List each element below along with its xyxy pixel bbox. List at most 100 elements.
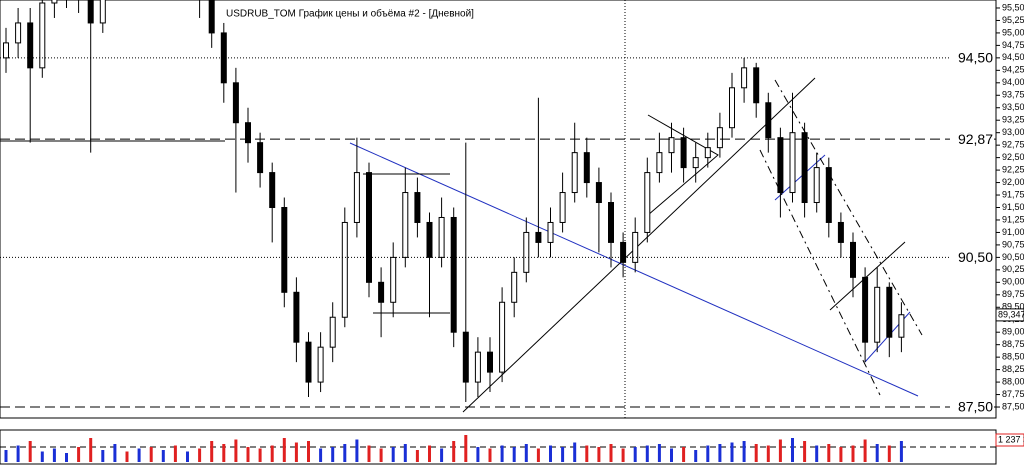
volume-bar xyxy=(16,445,20,462)
candle-body xyxy=(281,207,288,293)
volume-bar xyxy=(887,445,891,462)
candle-body xyxy=(656,152,663,174)
candle-body xyxy=(825,167,832,223)
candle-body xyxy=(245,122,251,144)
candle-body xyxy=(317,346,324,383)
candle-body xyxy=(523,231,530,273)
candle-body xyxy=(51,0,58,4)
y-tick-label: 87,50 xyxy=(1002,401,1024,411)
candle-body xyxy=(402,192,409,258)
volume-bar xyxy=(827,444,831,462)
volume-bar xyxy=(766,445,770,462)
volume-bar xyxy=(307,441,310,462)
y-tick-label: 89,75 xyxy=(1002,289,1024,299)
volume-bar xyxy=(77,447,81,462)
candle-body xyxy=(366,172,372,283)
y-tick-label: 95,00 xyxy=(1002,27,1024,37)
candle-body xyxy=(837,221,844,243)
level-label: 90,50 xyxy=(958,249,993,265)
y-tick-label: 91,25 xyxy=(1002,214,1024,224)
candle-body xyxy=(595,182,602,204)
volume-bar xyxy=(536,448,540,462)
volume-bar xyxy=(198,448,202,462)
volume-bar xyxy=(343,444,347,462)
volume-bar xyxy=(89,438,93,462)
volume-bar xyxy=(621,448,625,462)
candle-body xyxy=(99,0,106,24)
volume-bar xyxy=(597,447,601,462)
volume-bar xyxy=(440,448,444,462)
candle-body xyxy=(850,241,856,278)
candle-body xyxy=(571,152,578,194)
candle-body xyxy=(632,231,639,263)
y-tick-label: 93,50 xyxy=(1002,102,1024,112)
y-tick-label: 91,75 xyxy=(1002,189,1024,199)
candle-body xyxy=(3,42,9,59)
volume-bar xyxy=(65,453,68,462)
candle-body xyxy=(704,147,711,159)
volume-bar xyxy=(645,445,649,462)
level-label: 94,50 xyxy=(958,50,993,66)
volume-bar xyxy=(633,447,637,462)
volume-bar xyxy=(186,451,189,462)
candle-body xyxy=(232,82,239,124)
volume-bar xyxy=(742,441,746,462)
volume-bar xyxy=(294,442,298,462)
candle-body xyxy=(608,202,614,243)
y-tick-label: 95,25 xyxy=(1002,15,1024,25)
volume-bar xyxy=(476,447,480,462)
candle-body xyxy=(414,192,421,223)
y-tick-label: 95,50 xyxy=(1002,2,1024,12)
volume-bar xyxy=(609,444,613,462)
candle-body xyxy=(789,132,796,194)
candle-body xyxy=(378,281,385,303)
y-tick-label: 93,00 xyxy=(1002,127,1024,137)
volume-bar xyxy=(512,447,516,462)
y-tick-label: 89,50 xyxy=(1002,302,1024,312)
candle-body xyxy=(692,157,699,169)
candle-body xyxy=(499,301,506,373)
volume-bar xyxy=(682,447,686,462)
level-label-bg xyxy=(950,248,994,267)
volume-bar xyxy=(839,447,843,462)
volume-bar xyxy=(428,445,431,462)
volume-bar xyxy=(137,448,141,462)
chart-title: USDRUB_TOM График цены и объёма #2 - [Дн… xyxy=(226,8,474,20)
candles xyxy=(3,0,905,403)
volume-bar xyxy=(331,447,335,462)
volume-bar xyxy=(125,451,129,462)
candle-body xyxy=(269,172,276,209)
volume-bar xyxy=(815,445,819,462)
candle-body xyxy=(680,137,687,169)
volume-label-box xyxy=(995,433,1024,447)
candle-body xyxy=(559,192,566,223)
candle-body xyxy=(535,231,542,243)
volume-bar xyxy=(40,451,44,462)
y-tick-label: 93,75 xyxy=(1002,90,1024,100)
channel-line xyxy=(774,79,923,336)
volume-bar xyxy=(754,444,758,462)
y-tick-label: 94,00 xyxy=(1002,77,1024,87)
candle-body xyxy=(801,132,808,204)
candle-body xyxy=(341,221,348,318)
volume-bar xyxy=(4,450,8,462)
candle-body xyxy=(753,67,760,104)
volume-bar xyxy=(730,442,734,462)
candle-body xyxy=(716,127,723,149)
volume-bar xyxy=(561,447,565,462)
volume-bar xyxy=(718,444,722,462)
volume-bar xyxy=(524,444,528,462)
volume-bar xyxy=(452,441,456,462)
candle-body xyxy=(741,67,748,89)
y-tick-label: 92,50 xyxy=(1002,152,1024,162)
y-tick-label: 91,00 xyxy=(1002,227,1024,237)
volume-bar xyxy=(222,444,226,462)
volume-bar xyxy=(415,450,419,462)
y-tick-label: 92,00 xyxy=(1002,177,1024,187)
volume-bar xyxy=(875,444,879,462)
candle-body xyxy=(777,137,784,194)
channel-line xyxy=(829,241,906,311)
candle-body xyxy=(886,286,893,338)
candle-body xyxy=(450,216,457,333)
y-tick-label: 90,75 xyxy=(1002,239,1024,249)
